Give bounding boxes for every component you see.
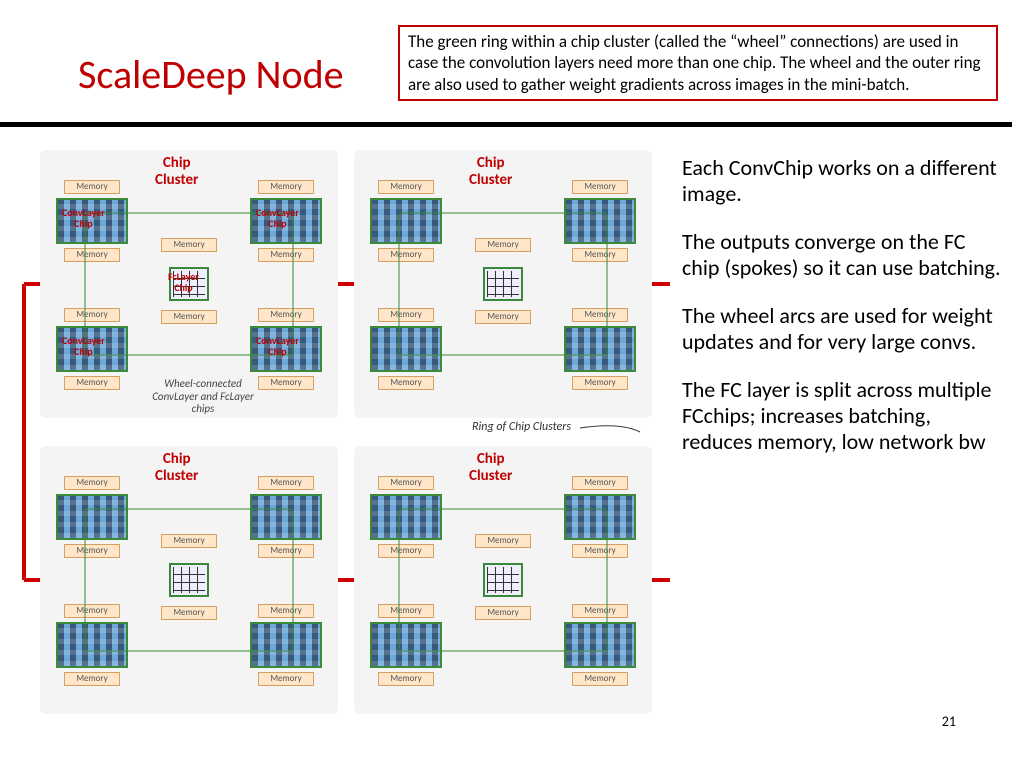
cluster-title: Chip Cluster — [469, 451, 512, 484]
right-p4: The FC layer is split across multiple FC… — [682, 377, 1002, 455]
page-title: ScaleDeep Node — [78, 50, 344, 99]
right-p2: The outputs converge on the FC chip (spo… — [682, 229, 1002, 281]
memory-block: Memory — [572, 376, 628, 390]
memory-block: Memory — [572, 180, 628, 194]
memory-block: Memory — [572, 672, 628, 686]
cluster-title: Chip Cluster — [469, 155, 512, 188]
divider — [0, 122, 1012, 127]
ring-label: Ring of Chip Clusters — [472, 420, 571, 434]
right-p1: Each ConvChip works on a different image… — [682, 155, 1002, 207]
memory-block: Memory — [258, 672, 314, 686]
wheel-note: Wheel-connected ConvLayer and FcLayer ch… — [148, 378, 258, 416]
memory-block: Memory — [64, 180, 120, 194]
memory-block: Memory — [258, 476, 314, 490]
memory-block: Memory — [258, 376, 314, 390]
wheel-ring — [398, 212, 608, 356]
cluster-title: Chip Cluster — [155, 155, 198, 188]
wheel-ring — [398, 508, 608, 652]
memory-block: Memory — [378, 180, 434, 194]
chip-cluster: Chip ClusterMemoryMemoryConvLayer ChipMe… — [40, 150, 338, 418]
chip-cluster: Chip ClusterMemoryMemoryMemoryMemoryMemo… — [354, 446, 652, 714]
memory-block: Memory — [378, 376, 434, 390]
cluster-title: Chip Cluster — [155, 451, 198, 484]
memory-block: Memory — [258, 180, 314, 194]
memory-block: Memory — [64, 376, 120, 390]
page-number: 21 — [942, 713, 956, 730]
explanation-box: The green ring within a chip cluster (ca… — [398, 25, 998, 101]
node-diagram: Ring of Chip Clusters Chip Cluster Memory… — [20, 140, 670, 730]
memory-block: Memory — [64, 672, 120, 686]
memory-block: Memory — [64, 476, 120, 490]
chip-cluster: Chip ClusterMemoryMemoryMemoryMemoryMemo… — [354, 150, 652, 418]
memory-block: Memory — [378, 672, 434, 686]
chip-cluster: Chip ClusterMemoryMemoryMemoryMemoryMemo… — [40, 446, 338, 714]
memory-block: Memory — [572, 476, 628, 490]
right-p3: The wheel arcs are used for weight updat… — [682, 303, 1002, 355]
memory-block: Memory — [378, 476, 434, 490]
wheel-ring — [84, 508, 294, 652]
right-column: Each ConvChip works on a different image… — [682, 155, 1002, 477]
wheel-ring — [84, 212, 294, 356]
